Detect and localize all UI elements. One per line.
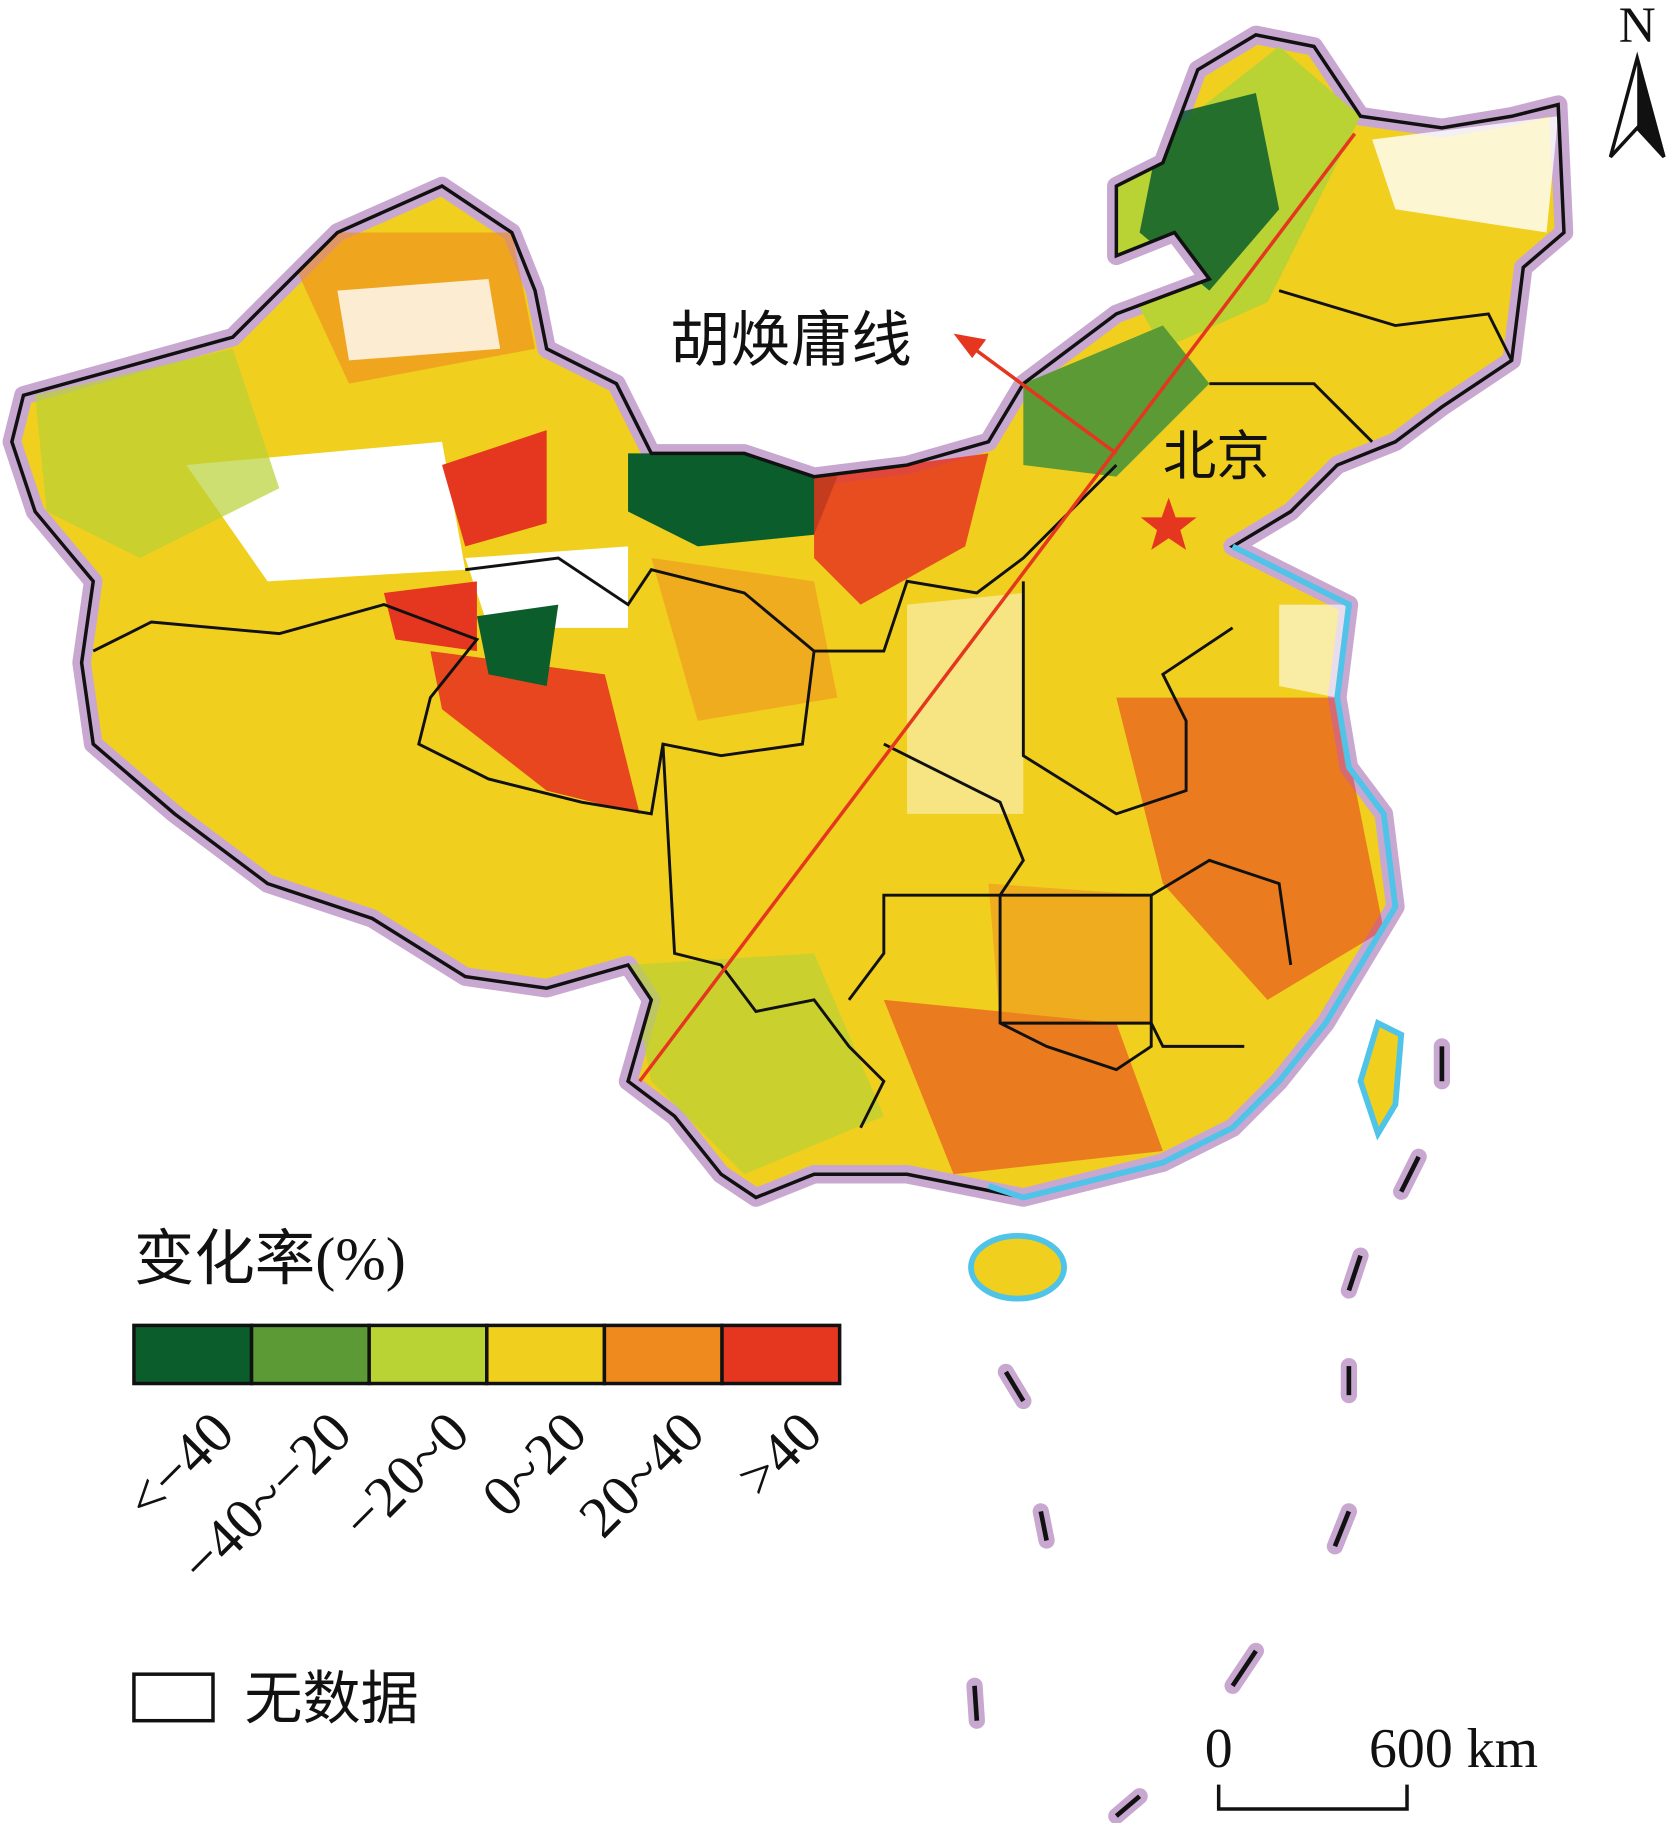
hu-line-label: 胡焕庸线 [670,307,912,374]
capital-star [1140,497,1197,550]
legend-swatch [132,1323,254,1386]
coastline [987,543,1399,1201]
scale-bar [1216,1784,1409,1811]
north-label: N [1619,0,1656,54]
legend-swatch [485,1323,607,1386]
hu-line [638,132,1357,1083]
legend-swatch [720,1323,842,1386]
legend-title: 变化率(%) [134,1226,406,1293]
hainan [968,1232,1067,1302]
legend-swatch [367,1323,489,1386]
legend-label: −20~0 [328,1399,481,1552]
no-data-swatch [132,1672,215,1723]
country-border [10,33,1566,1200]
scale-end: 600 km [1369,1718,1538,1780]
legend-label: 20~40 [566,1399,716,1549]
scale-start: 0 [1205,1718,1233,1780]
legend-label: >40 [724,1399,834,1509]
province-borders [92,289,1513,1129]
hu-line-arrow [969,345,1118,455]
arrow-head [953,333,987,359]
raster-patches [35,46,1559,1175]
capital-label: 北京 [1163,426,1270,486]
taiwan [1357,1018,1405,1141]
nine-dash-line [972,1046,1445,1818]
legend-swatch [249,1323,371,1386]
legend-swatch [602,1323,724,1386]
no-data-label: 无数据 [244,1666,418,1731]
